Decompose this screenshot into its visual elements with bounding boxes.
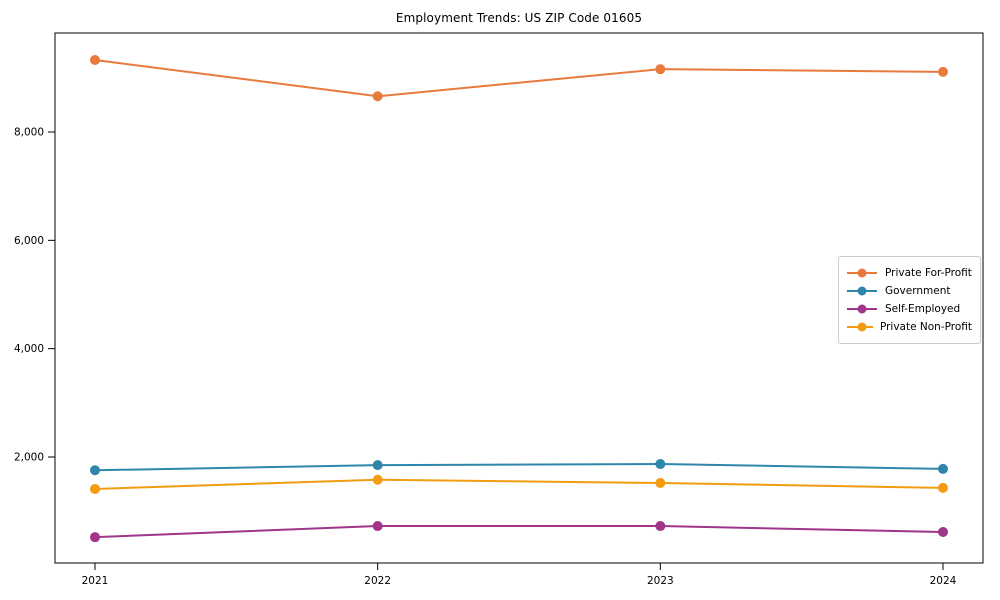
y-tick-label: 4,000 [14, 343, 44, 355]
data-point-marker [90, 465, 100, 476]
series-line [94, 463, 944, 472]
legend-label: Self-Employed [885, 303, 961, 315]
data-point-marker [372, 91, 383, 102]
x-tick-label: 2024 [930, 575, 957, 587]
y-tick-label: 8,000 [14, 127, 44, 139]
data-point-marker [938, 482, 948, 493]
legend-entry: Self-Employed [846, 300, 972, 318]
x-tick-label: 2023 [647, 575, 674, 587]
plot-border [54, 32, 984, 564]
data-point-marker [938, 463, 948, 474]
series-line [94, 58, 944, 98]
data-point-marker [938, 66, 948, 77]
legend-line-marker-icon [847, 268, 877, 278]
legend: Private For-Profit Government Self-Employe… [838, 256, 981, 344]
legend-entry: Private Non-Profit [846, 318, 972, 336]
legend-label: Private Non-Profit [879, 321, 972, 333]
legend-line-marker-icon [847, 304, 877, 314]
data-point-marker [655, 64, 666, 75]
legend-line-marker-icon [847, 322, 873, 332]
chart-title: Employment Trends: US ZIP Code 01605 [395, 11, 643, 25]
data-point-marker [372, 460, 383, 471]
data-point-marker [90, 532, 100, 543]
data-point-marker [90, 483, 100, 494]
data-point-marker [655, 521, 666, 532]
y-tick-label: 6,000 [14, 235, 44, 247]
legend-label: Government [885, 285, 951, 297]
legend-line-marker-icon [847, 286, 877, 296]
data-point-marker [938, 527, 948, 538]
series-line [94, 478, 944, 490]
data-point-marker [655, 459, 666, 470]
legend-entry: Government [846, 282, 972, 300]
x-tick-label: 2022 [364, 575, 391, 587]
y-tick-label: 2,000 [14, 452, 44, 464]
data-point-marker [372, 474, 383, 485]
x-tick-label: 2021 [82, 575, 109, 587]
series-line [94, 525, 944, 539]
data-point-marker [90, 54, 100, 65]
data-point-marker [655, 477, 666, 488]
legend-label: Private For-Profit [885, 267, 972, 279]
legend-entry: Private For-Profit [846, 264, 972, 282]
data-point-marker [372, 521, 383, 532]
